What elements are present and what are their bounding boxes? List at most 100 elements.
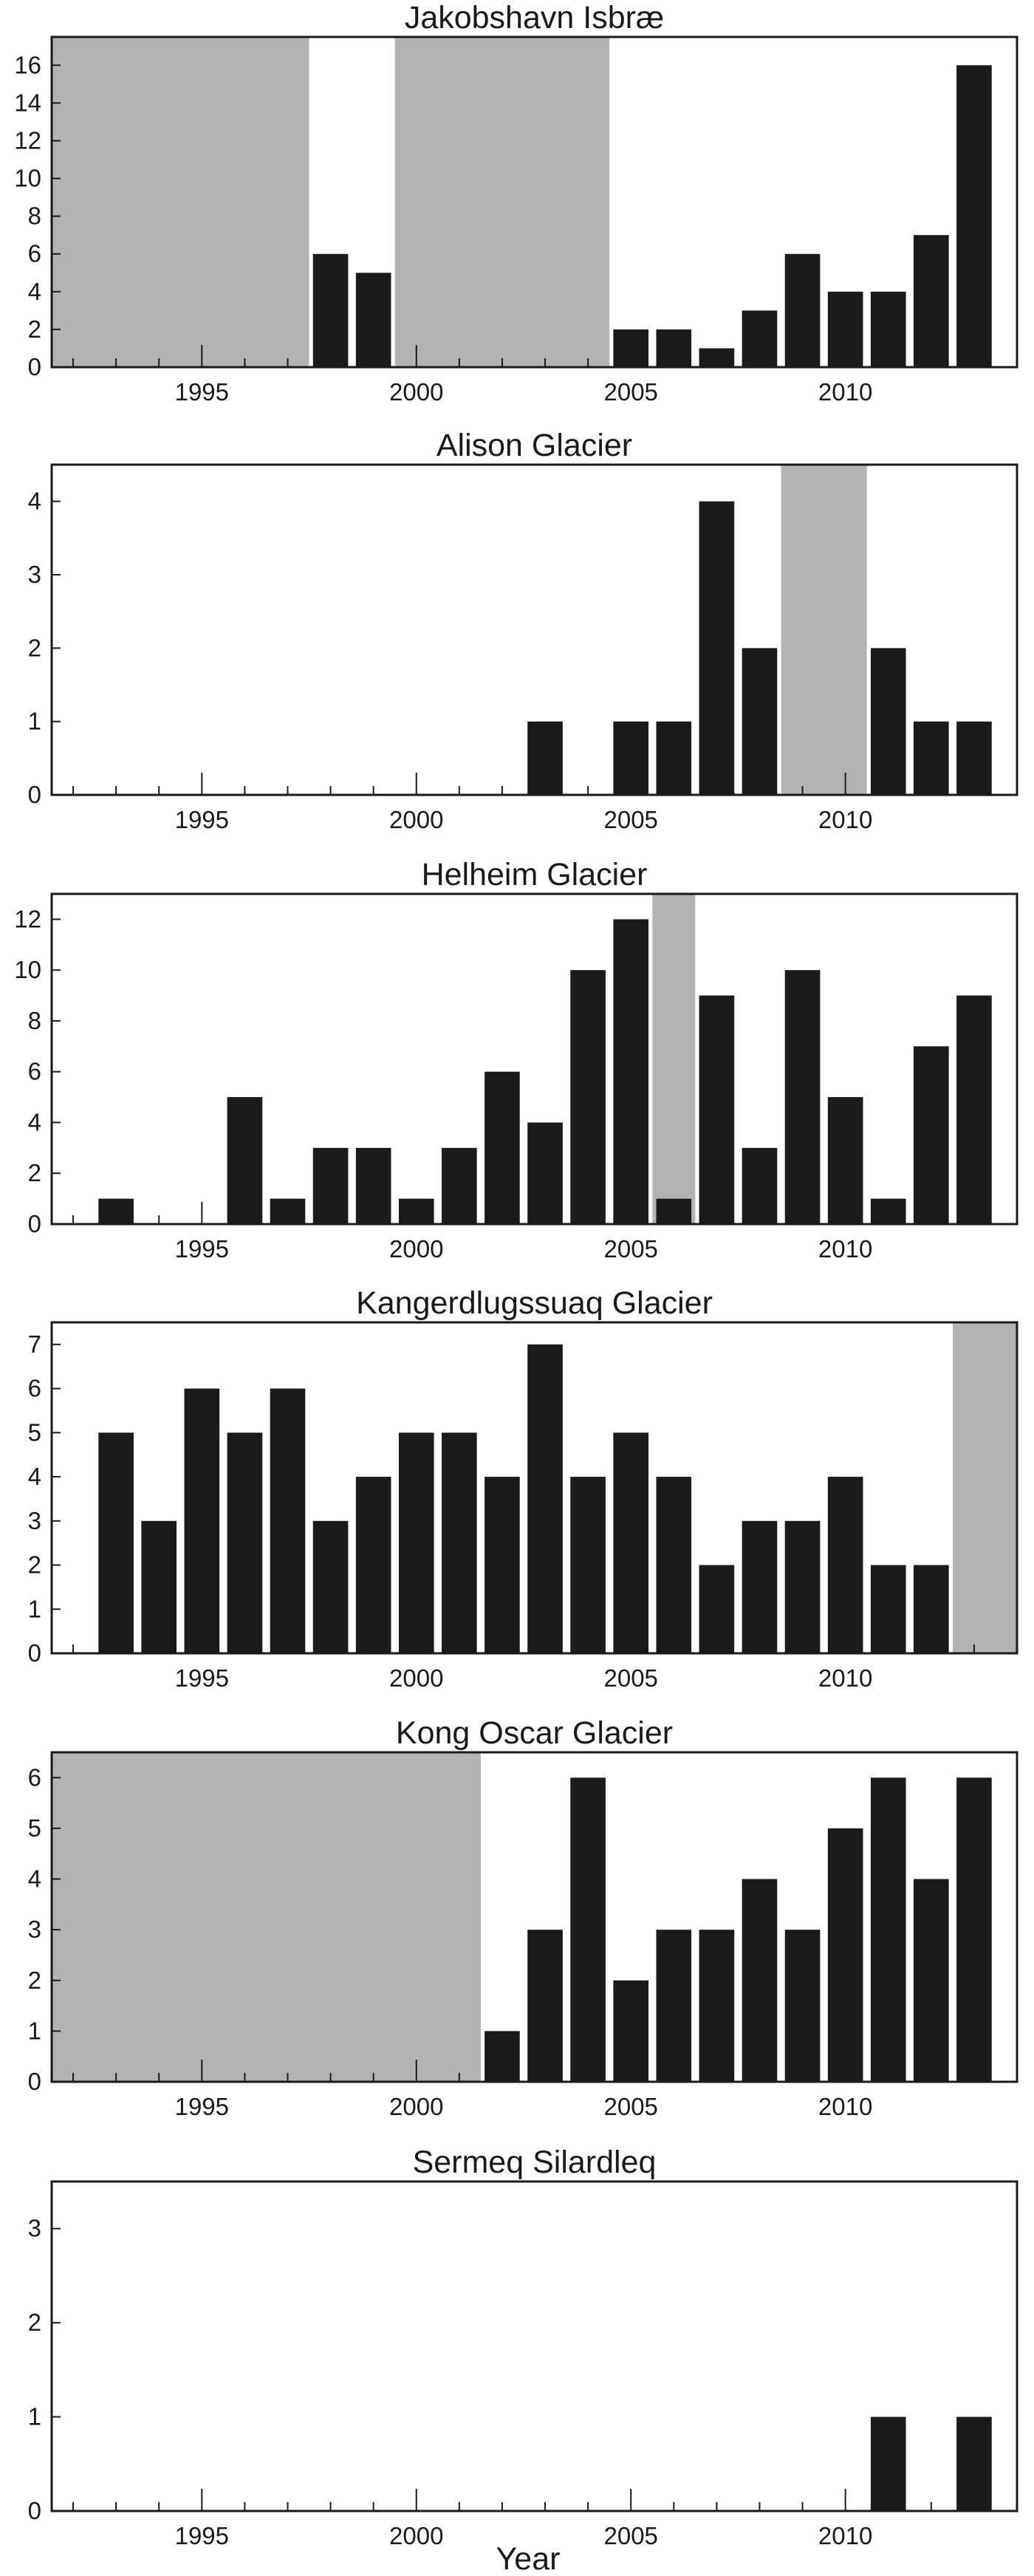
x-tick-label: 1995 — [175, 1235, 229, 1263]
no-data-region — [781, 465, 867, 795]
y-tick-label: 12 — [14, 905, 41, 932]
y-tick-label: 2 — [28, 315, 41, 343]
bar-2009 — [784, 970, 821, 1224]
y-tick-label: 0 — [28, 781, 41, 808]
y-tick-label: 0 — [28, 2068, 41, 2095]
y-tick-label: 2 — [28, 1551, 41, 1579]
y-tick-label: 2 — [28, 2309, 41, 2336]
panel-title: Kangerdlugssuaq Glacier — [356, 1285, 713, 1321]
bar-2012 — [914, 235, 949, 367]
bar-2009 — [784, 1930, 821, 2082]
bar-1998 — [312, 1147, 349, 1224]
bar-2006 — [656, 721, 692, 795]
panel-1: Jakobshavn Isbræ 0 2 4 6 8 10 12 14 16 1995 2000 200… — [14, 0, 1018, 406]
bar-1994 — [141, 1520, 177, 1653]
y-tick-label: 5 — [28, 1814, 41, 1842]
bar-2010 — [827, 1828, 863, 2082]
y-tick-label: 1 — [28, 2017, 41, 2044]
x-tick-label: 2005 — [603, 2522, 657, 2549]
bar-2004 — [570, 1777, 606, 2082]
panel-title: Kong Oscar Glacier — [396, 1715, 673, 1751]
bar-2000 — [398, 1432, 434, 1653]
bar-1998 — [312, 1520, 349, 1653]
y-tick-label: 1 — [28, 1595, 41, 1622]
panel-title: Sermeq Silardleq — [413, 2145, 657, 2180]
y-tick-label: 0 — [28, 1639, 41, 1667]
bar-1998 — [312, 253, 349, 367]
panel-5: Kong Oscar Glacier 0 1 2 3 4 5 6 1995 2000 2005 201… — [28, 1715, 1018, 2120]
no-data-region — [52, 37, 309, 367]
y-tick-label: 2 — [28, 634, 41, 661]
bar-2005 — [613, 919, 649, 1224]
x-tick-label: 2000 — [389, 1235, 443, 1263]
bar-2002 — [485, 1477, 520, 1653]
panel-title: Alison Glacier — [436, 428, 632, 463]
y-tick-label: 4 — [28, 278, 41, 305]
bar-2008 — [742, 648, 778, 795]
plot-frame — [50, 35, 1018, 369]
y-tick-label: 3 — [28, 2215, 41, 2242]
bar-2008 — [742, 1147, 778, 1224]
no-data-region — [952, 1322, 1017, 1653]
y-tick-label: 8 — [28, 1007, 41, 1034]
y-tick-label: 10 — [14, 165, 41, 192]
bar-2013 — [956, 65, 992, 368]
bar-2011 — [870, 1777, 906, 2082]
y-tick-label: 3 — [28, 561, 41, 588]
bar-2003 — [527, 1930, 563, 2082]
y-tick-label: 8 — [28, 202, 41, 230]
plot-frame — [50, 1751, 1018, 2083]
y-tick-label: 2 — [28, 1159, 41, 1186]
bar-2012 — [914, 721, 949, 795]
bar-2001 — [442, 1147, 477, 1224]
x-tick-label: 2005 — [603, 806, 657, 833]
y-tick-label: 10 — [14, 956, 41, 983]
bar-1995 — [184, 1388, 220, 1653]
bar-2013 — [956, 1777, 992, 2082]
no-data-region — [652, 894, 696, 1224]
panel-4: Kangerdlugssuaq Glacier 0 1 2 3 4 5 6 7 1995 2000 2… — [28, 1285, 1018, 1692]
bar-2013 — [956, 2416, 992, 2511]
y-tick-label: 14 — [14, 89, 41, 116]
bar-2011 — [870, 648, 906, 795]
bar-2011 — [870, 291, 906, 367]
x-tick-label: 2005 — [603, 2093, 657, 2120]
panel-title: Helheim Glacier — [422, 857, 648, 892]
plot-frame — [50, 1321, 1018, 1655]
y-tick-label: 0 — [28, 353, 41, 380]
bar-2008 — [742, 1879, 778, 2082]
bar-2011 — [870, 1565, 906, 1653]
x-tick-label: 2010 — [818, 2522, 872, 2549]
x-tick-label: 2010 — [818, 806, 872, 833]
bar-2013 — [956, 721, 992, 795]
bar-2009 — [784, 1520, 821, 1653]
bar-2002 — [485, 1071, 520, 1224]
y-tick-label: 0 — [28, 2497, 41, 2524]
panel-3: Helheim Glacier 0 2 4 6 8 10 12 1995 2000 2005 2010 — [14, 857, 1018, 1263]
bar-1999 — [355, 1477, 391, 1653]
panel-title: Jakobshavn Isbræ — [405, 0, 664, 35]
bar-2006 — [656, 1477, 692, 1653]
y-tick-label: 6 — [28, 1375, 41, 1402]
bar-2007 — [699, 501, 735, 795]
x-tick-label: 1995 — [175, 806, 229, 833]
bar-2009 — [784, 253, 821, 367]
bar-1997 — [270, 1388, 306, 1653]
y-tick-label: 1 — [28, 708, 41, 735]
x-tick-label: 2000 — [389, 2522, 443, 2549]
y-tick-label: 6 — [28, 240, 41, 267]
bar-2004 — [570, 1477, 606, 1653]
bar-1993 — [98, 1432, 134, 1653]
y-tick-label: 6 — [28, 1763, 41, 1791]
bar-2004 — [570, 970, 606, 1224]
bar-2012 — [914, 1879, 949, 2082]
bar-2008 — [742, 310, 778, 367]
bar-2006 — [656, 1930, 692, 2082]
y-tick-label: 3 — [28, 1916, 41, 1943]
x-tick-label: 1995 — [175, 2522, 229, 2549]
y-tick-label: 1 — [28, 2403, 41, 2430]
bar-2010 — [827, 1477, 863, 1653]
x-tick-label: 2010 — [818, 2093, 872, 2120]
bar-2003 — [527, 1122, 563, 1224]
bar-2007 — [699, 995, 735, 1224]
